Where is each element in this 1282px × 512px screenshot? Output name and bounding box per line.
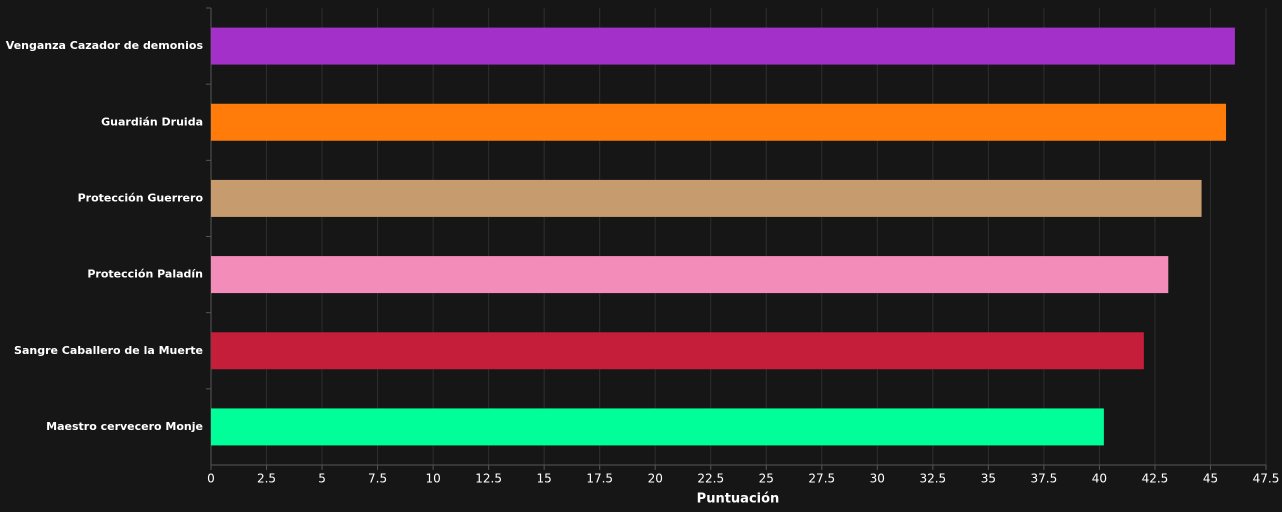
x-tick-label: 17.5 xyxy=(586,472,613,486)
bar xyxy=(211,332,1144,370)
x-tick-label: 5 xyxy=(318,472,326,486)
y-tick-label: Protección Guerrero xyxy=(78,191,204,204)
x-tick-label: 32.5 xyxy=(919,472,946,486)
x-tick-label: 0 xyxy=(207,472,215,486)
x-axis-title: Puntuación xyxy=(697,492,780,507)
y-tick-label: Maestro cervecero Monje xyxy=(46,420,203,433)
bar xyxy=(211,256,1169,294)
x-tick-label: 45 xyxy=(1203,472,1218,486)
y-tick-label: Guardián Druida xyxy=(101,115,203,128)
bar xyxy=(211,27,1235,65)
x-tick-label: 47.5 xyxy=(1253,472,1280,486)
bar xyxy=(211,103,1227,141)
x-tick-label: 30 xyxy=(870,472,885,486)
x-tick-label: 25 xyxy=(759,472,774,486)
x-tick-label: 15 xyxy=(537,472,552,486)
x-tick-label: 20 xyxy=(648,472,663,486)
x-tick-label: 10 xyxy=(425,472,440,486)
x-tick-label: 35 xyxy=(981,472,996,486)
x-tick-label: 2.5 xyxy=(257,472,276,486)
x-tick-label: 22.5 xyxy=(697,472,724,486)
x-tick-label: 42.5 xyxy=(1142,472,1169,486)
y-tick-label: Protección Paladín xyxy=(87,268,203,281)
bar xyxy=(211,179,1202,217)
x-tick-label: 7.5 xyxy=(368,472,387,486)
x-tick-label: 27.5 xyxy=(808,472,835,486)
y-tick-label: Venganza Cazador de demonios xyxy=(6,39,204,52)
x-tick-label: 37.5 xyxy=(1031,472,1058,486)
x-tick-label: 40 xyxy=(1092,472,1107,486)
bar xyxy=(211,408,1104,446)
x-tick-label: 12.5 xyxy=(475,472,502,486)
y-tick-label: Sangre Caballero de la Muerte xyxy=(14,344,203,357)
